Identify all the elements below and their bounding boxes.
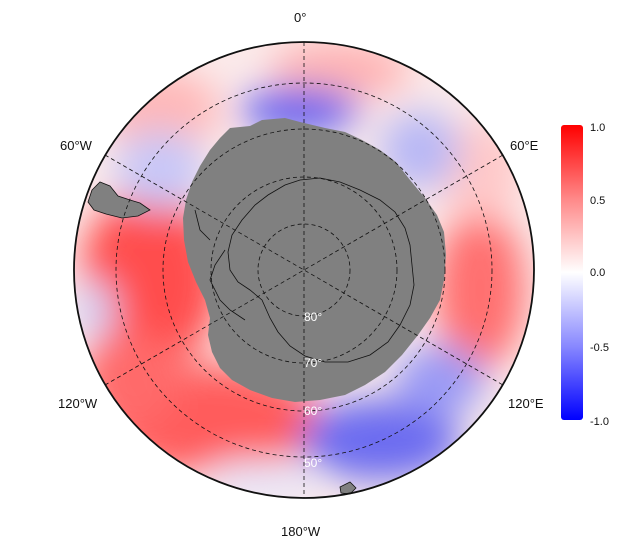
lon-label-120e: 120°E [508, 396, 544, 411]
lon-label-0: 0° [294, 10, 306, 25]
colorbar-tick-neg-0-5: -0.5 [590, 342, 609, 354]
lat-label-60: 60° [304, 404, 322, 418]
lat-label-70: 70° [304, 356, 322, 370]
antarctica-land [183, 118, 446, 402]
colorbar: 1.0 0.5 0.0 -0.5 -1.0 [561, 122, 609, 428]
lon-label-60w: 60°W [60, 138, 93, 153]
colorbar-tick-1: 1.0 [590, 122, 605, 134]
lat-label-50: 50° [304, 456, 322, 470]
colorbar-gradient [561, 125, 583, 420]
island-small [339, 481, 357, 495]
map-border [73, 41, 535, 499]
south-america-tip [87, 181, 151, 219]
lon-label-60e: 60°E [510, 138, 539, 153]
lon-label-120w: 120°W [58, 396, 98, 411]
lon-label-180w: 180°W [281, 524, 321, 539]
colorbar-tick-neg-1: -1.0 [590, 416, 609, 428]
lat-label-80: 80° [304, 310, 322, 324]
graticule [104, 42, 504, 498]
colorbar-tick-0: 0.0 [590, 267, 605, 279]
colorbar-tick-0-5: 0.5 [590, 195, 605, 207]
